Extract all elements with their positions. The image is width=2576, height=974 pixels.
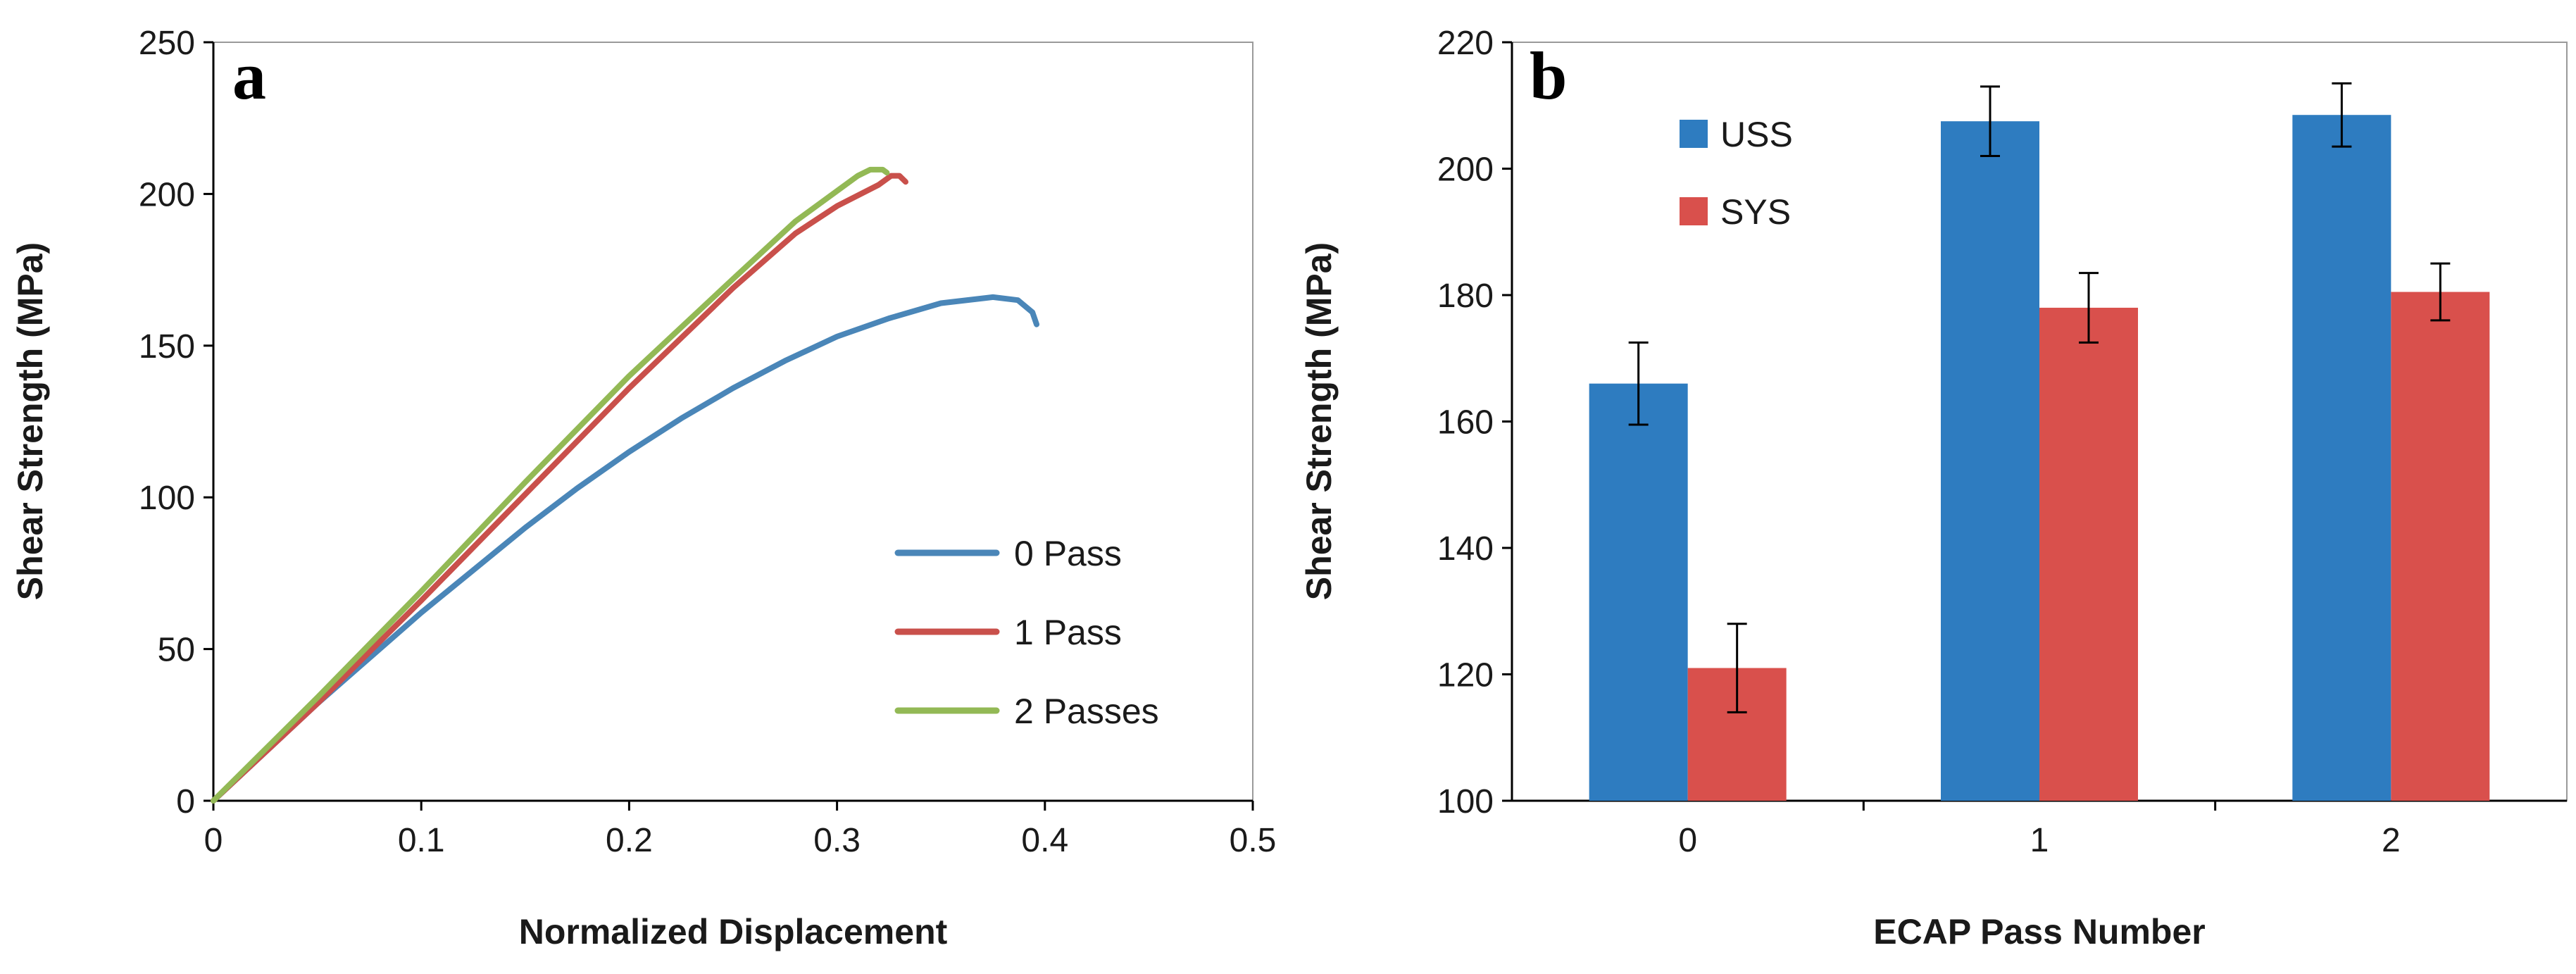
- panel-b-bar-uss: [1941, 121, 2039, 801]
- panel-b-x-tick-label: 0: [1678, 822, 1697, 859]
- panel-a-legend-label-0-pass: 0 Pass: [1014, 534, 1122, 573]
- panel-a-x-tick-label: 0.2: [606, 822, 653, 859]
- panel-a-letter: a: [232, 38, 266, 113]
- panel-a-x-tick-label: 0: [204, 822, 223, 859]
- panel-a-line-chart: a 0 50 100 150 200 250 0 0.1 0.2 0.3 0.4 0.5 0 Pas…: [11, 25, 1276, 951]
- panel-a-series-line-1-pass: [211, 173, 908, 804]
- panel-a-y-tick-label: 100: [139, 480, 195, 517]
- panel-a-y-tick-label: 200: [139, 176, 195, 213]
- panel-b-y-tick-label: 200: [1437, 151, 1494, 189]
- panel-b-bar-chart: b 100 120 140 160 180 200 220 0 1 2 USS SYS Shear…: [1299, 25, 2568, 951]
- panel-b-y-tick-label: 220: [1437, 25, 1494, 62]
- panel-b-y-tick-label: 120: [1437, 657, 1494, 694]
- panel-a-y-axis-title: Shear Strength (MPa): [11, 242, 50, 600]
- panel-b-legend-label-uss: USS: [1720, 115, 1793, 154]
- panel-b-bar-uss: [2292, 115, 2391, 801]
- panel-b-y-axis-title: Shear Strength (MPa): [1299, 242, 1339, 600]
- panel-b-y-tick-label: 180: [1437, 277, 1494, 315]
- panel-a-y-tick-label: 50: [158, 632, 195, 669]
- panel-a-y-tick-label: 250: [139, 25, 195, 62]
- panel-b-y-tick-label: 100: [1437, 783, 1494, 820]
- panel-a-legend-label-1-pass: 1 Pass: [1014, 613, 1122, 652]
- panel-b-legend-label-sys: SYS: [1720, 192, 1791, 232]
- panel-b-x-tick-label: 2: [2382, 822, 2401, 859]
- panel-b-y-tick-label: 140: [1437, 530, 1494, 568]
- panel-a-x-tick-label: 0.4: [1021, 822, 1068, 859]
- panel-b-x-axis-title: ECAP Pass Number: [1873, 912, 2205, 951]
- panel-a-plot-border: [213, 42, 1253, 801]
- panel-a-x-tick-label: 0.5: [1230, 822, 1277, 859]
- panel-b-letter: b: [1530, 38, 1567, 113]
- panel-a-y-tick-label: 0: [176, 783, 195, 820]
- panel-a-x-tick-label: 0.3: [813, 822, 861, 859]
- panel-b-x-tick-label: 1: [2030, 822, 2049, 859]
- panel-b-bar-uss: [1589, 383, 1688, 801]
- panel-a-legend-label-2-passes: 2 Passes: [1014, 692, 1159, 731]
- panel-b-y-tick-label: 160: [1437, 404, 1494, 442]
- panel-b-legend-swatch-sys: [1680, 197, 1708, 225]
- panel-a-x-tick-label: 0.1: [398, 822, 445, 859]
- panel-a-x-axis-title: Normalized Displacement: [519, 912, 948, 951]
- panel-a-series-line-2-passes: [211, 166, 890, 804]
- panel-b-bar-sys: [2391, 292, 2490, 801]
- panel-a-series-line-0-pass: [211, 294, 1039, 804]
- panel-b-bar-sys: [2039, 307, 2138, 801]
- panel-a-y-tick-label: 150: [139, 328, 195, 366]
- panel-b-legend-swatch-uss: [1680, 120, 1708, 148]
